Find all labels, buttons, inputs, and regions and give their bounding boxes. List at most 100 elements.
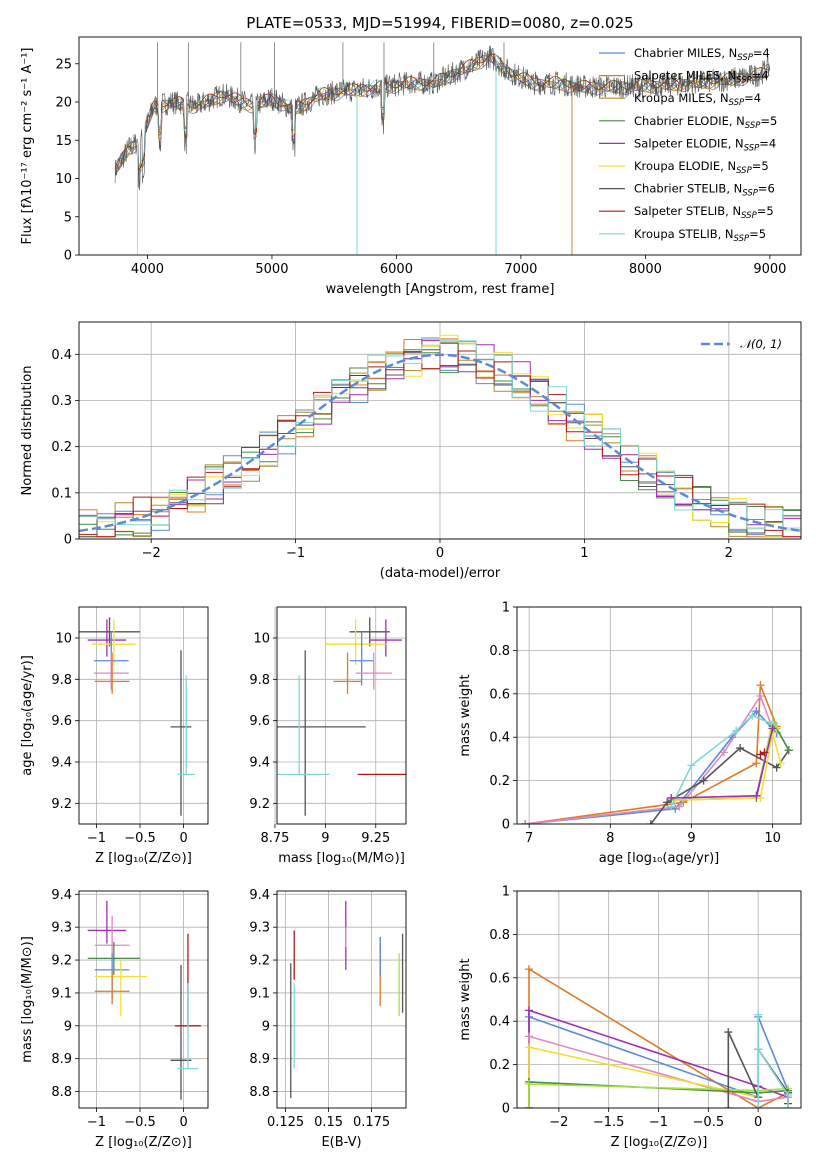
x-axis-label: age [log₁₀(age/yr)] xyxy=(599,851,720,866)
axes-frame xyxy=(516,890,802,1109)
y-tick-label: 9.4 xyxy=(51,888,72,903)
data-point xyxy=(349,631,374,686)
x-tick-label: −2 xyxy=(549,1115,568,1130)
data-point xyxy=(87,900,127,944)
series-marker xyxy=(524,1006,533,1015)
y-tick-label: 9.1 xyxy=(51,986,72,1001)
panel-residual_histogram: −2 −1 0 1 2 0 0.1 0.2 0.3 0.4 (data-model)/error No… xyxy=(20,321,802,581)
data-point xyxy=(333,652,362,694)
series-marker xyxy=(776,759,785,768)
data-point xyxy=(93,652,129,690)
series-marker xyxy=(756,691,765,700)
y-tick-label: 9.3 xyxy=(51,921,72,936)
series-marker xyxy=(752,791,761,800)
series-marker xyxy=(768,724,777,733)
data-point xyxy=(94,971,130,1005)
legend-entry: 𝒩(0, 1) xyxy=(740,337,782,351)
x-tick-label: 0 xyxy=(179,1115,187,1130)
series-line xyxy=(650,747,790,824)
plot-area xyxy=(79,334,801,538)
series xyxy=(667,724,777,802)
y-tick-label: 8.8 xyxy=(249,1085,270,1100)
y-tick-label: 9.4 xyxy=(249,756,270,771)
series-marker xyxy=(784,1090,793,1099)
y-tick-label: 5 xyxy=(64,210,72,225)
series xyxy=(521,691,777,824)
series-marker xyxy=(687,761,696,770)
legend: 𝒩(0, 1) xyxy=(701,337,782,351)
x-tick-label: 10 xyxy=(764,831,781,846)
y-tick-label: 0.2 xyxy=(489,1058,510,1073)
series-marker xyxy=(724,1028,733,1037)
data-point xyxy=(94,960,147,1016)
y-tick-label: 10 xyxy=(55,632,72,647)
y-axis-label: Normed distribution xyxy=(20,366,35,496)
x-tick-label: 6000 xyxy=(380,262,413,277)
x-tick-label: −0.5 xyxy=(124,831,156,846)
series-marker xyxy=(732,726,741,735)
series-marker xyxy=(524,1032,533,1041)
plot-area xyxy=(87,900,202,1100)
x-tick-label: 9 xyxy=(321,831,329,846)
plot-area xyxy=(277,617,406,816)
series-marker xyxy=(752,759,761,768)
axes-frame xyxy=(78,606,209,825)
series-marker xyxy=(756,793,765,802)
y-tick-label: 9.8 xyxy=(51,673,72,688)
series-marker xyxy=(754,1045,763,1054)
panel-spectrum: 4000 5000 6000 7000 8000 9000 0 5 10 15 20 25 wavele… xyxy=(20,36,802,297)
series-marker xyxy=(724,1104,733,1108)
series-marker xyxy=(756,750,765,759)
series-marker xyxy=(667,793,676,802)
y-tick-label: 9.2 xyxy=(51,954,72,969)
y-tick-label: 20 xyxy=(55,96,72,111)
x-tick-label: 0 xyxy=(436,546,444,561)
y-tick-label: 8.9 xyxy=(249,1052,270,1067)
series-marker xyxy=(699,776,708,785)
series-marker xyxy=(754,1010,763,1019)
data-point xyxy=(277,675,330,776)
x-tick-label: 1 xyxy=(580,546,588,561)
series-marker xyxy=(524,965,533,974)
panel-age_vs_mass: 8.75 9 9.25 9.2 9.4 9.6 9.8 10 mass [log₁₀(M/M⊙)… xyxy=(249,606,407,866)
x-axis-label: wavelength [Angstrom, rest frame] xyxy=(326,282,555,297)
series-marker xyxy=(675,802,684,811)
legend-entry: Kroupa ELODIE, NSSP=5 xyxy=(634,159,769,176)
panel-age_vs_metallicity: −1 −0.5 0 9.2 9.4 9.6 9.8 10 Z [log₁₀(Z/Z⊙)] age … xyxy=(20,606,209,866)
data-point xyxy=(87,619,127,657)
series-marker xyxy=(756,681,765,690)
series-marker xyxy=(784,746,793,755)
series xyxy=(667,711,777,811)
y-tick-label: 25 xyxy=(55,57,72,72)
axes-frame xyxy=(78,321,802,540)
x-tick-label: 0.15 xyxy=(314,1115,343,1130)
series-marker xyxy=(524,1080,533,1089)
data-point xyxy=(79,617,141,647)
histogram-step xyxy=(79,339,801,530)
data-point xyxy=(355,652,392,690)
x-axis-label: Z [log₁₀(Z/Z⊙)] xyxy=(95,1135,192,1150)
x-tick-label: 0 xyxy=(179,831,187,846)
x-axis-label: mass [log₁₀(M/M⊙)] xyxy=(278,851,405,866)
y-tick-label: 9.2 xyxy=(51,797,72,812)
data-point xyxy=(369,619,402,657)
y-axis-label: mass weight xyxy=(458,958,473,1040)
series-marker xyxy=(736,744,745,753)
y-tick-label: 9.6 xyxy=(249,714,270,729)
legend-entry: Salpeter ELODIE, NSSP=4 xyxy=(634,136,776,153)
data-point xyxy=(92,619,136,665)
y-tick-label: 9 xyxy=(262,1019,270,1034)
legend-entry: Salpeter STELIB, NSSP=5 xyxy=(634,204,774,221)
x-tick-label: 0.125 xyxy=(267,1115,304,1130)
legend-entry: Salpeter MILES, NSSP=4 xyxy=(634,69,769,86)
series-marker xyxy=(521,820,530,824)
legend-entry: Chabrier STELIB, NSSP=6 xyxy=(634,182,775,199)
panel-mass_vs_metallicity: −1 −0.5 0 8.8 8.9 9 9.1 9.2 9.3 9.4 Z [log₁₀(Z/Z⊙)… xyxy=(20,888,209,1150)
y-tick-label: 9.4 xyxy=(51,756,72,771)
x-tick-label: −1 xyxy=(649,1115,668,1130)
y-tick-label: 0 xyxy=(502,1102,510,1117)
y-tick-label: 0.4 xyxy=(51,348,72,363)
x-tick-label: 2 xyxy=(725,546,733,561)
x-tick-label: −1 xyxy=(87,831,106,846)
y-tick-label: 0.4 xyxy=(489,731,510,746)
